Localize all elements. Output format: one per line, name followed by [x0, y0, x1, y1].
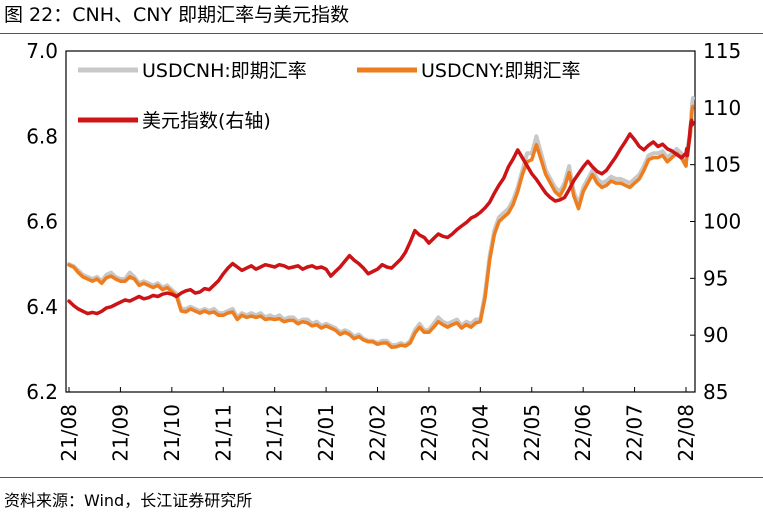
x-tick-label-3: 21/11 [211, 404, 235, 462]
x-tick-label-7: 22/03 [417, 404, 441, 462]
x-tick-label-12: 22/08 [674, 404, 698, 462]
right-y-axis: 85 90 95 100 105 110 115 [690, 39, 741, 404]
x-tick-label-10: 22/06 [571, 404, 595, 462]
legend-label-1: USDCNY:即期汇率 [421, 60, 581, 82]
x-tick-label-4: 21/12 [263, 404, 287, 462]
left-tick-label-0: 6.2 [26, 380, 58, 404]
top-divider [0, 33, 763, 34]
bottom-divider [0, 477, 763, 478]
x-axis: 21/08 21/09 21/10 21/11 21/12 22/01 22/02 22/03… [57, 387, 698, 462]
left-tick-label-3: 6.8 [26, 124, 58, 148]
right-tick-label-4: 105 [703, 153, 741, 177]
x-tick-label-0: 21/08 [57, 404, 81, 462]
series-line-0 [67, 95, 695, 348]
x-tick-label-5: 22/01 [314, 404, 338, 462]
x-tick-label-2: 21/10 [160, 404, 184, 462]
figure-title: 图 22：CNH、CNY 即期汇率与美元指数 [4, 4, 350, 26]
x-tick-label-11: 22/07 [623, 404, 647, 462]
left-y-axis: 6.2 6.4 6.6 6.8 7.0 [26, 39, 58, 404]
left-tick-label-1: 6.4 [26, 295, 58, 319]
source-note: 资料来源：Wind，长江证券研究所 [4, 491, 253, 510]
x-tick-label-8: 22/04 [468, 404, 492, 462]
series-line-2 [67, 118, 695, 316]
x-tick-label-9: 22/05 [520, 404, 544, 462]
series-layer [67, 95, 695, 349]
left-tick-label-2: 6.6 [26, 210, 58, 234]
x-tick-label-6: 22/02 [366, 404, 390, 462]
series-line-1 [67, 104, 695, 349]
right-tick-label-6: 115 [703, 39, 741, 63]
legend-label-0: USDCNH:即期汇率 [142, 60, 307, 82]
chart-svg: 6.2 6.4 6.6 6.8 7.0 85 90 95 100 105 110 115 21/08… [26, 39, 741, 462]
right-tick-label-5: 110 [703, 96, 741, 120]
right-tick-label-3: 100 [703, 210, 741, 234]
right-tick-label-0: 85 [703, 380, 728, 404]
left-tick-label-4: 7.0 [26, 39, 58, 63]
legend-label-2: 美元指数(右轴) [142, 110, 271, 132]
x-tick-label-1: 21/09 [108, 404, 132, 462]
right-tick-label-2: 95 [703, 266, 728, 290]
right-tick-label-1: 90 [703, 323, 728, 347]
